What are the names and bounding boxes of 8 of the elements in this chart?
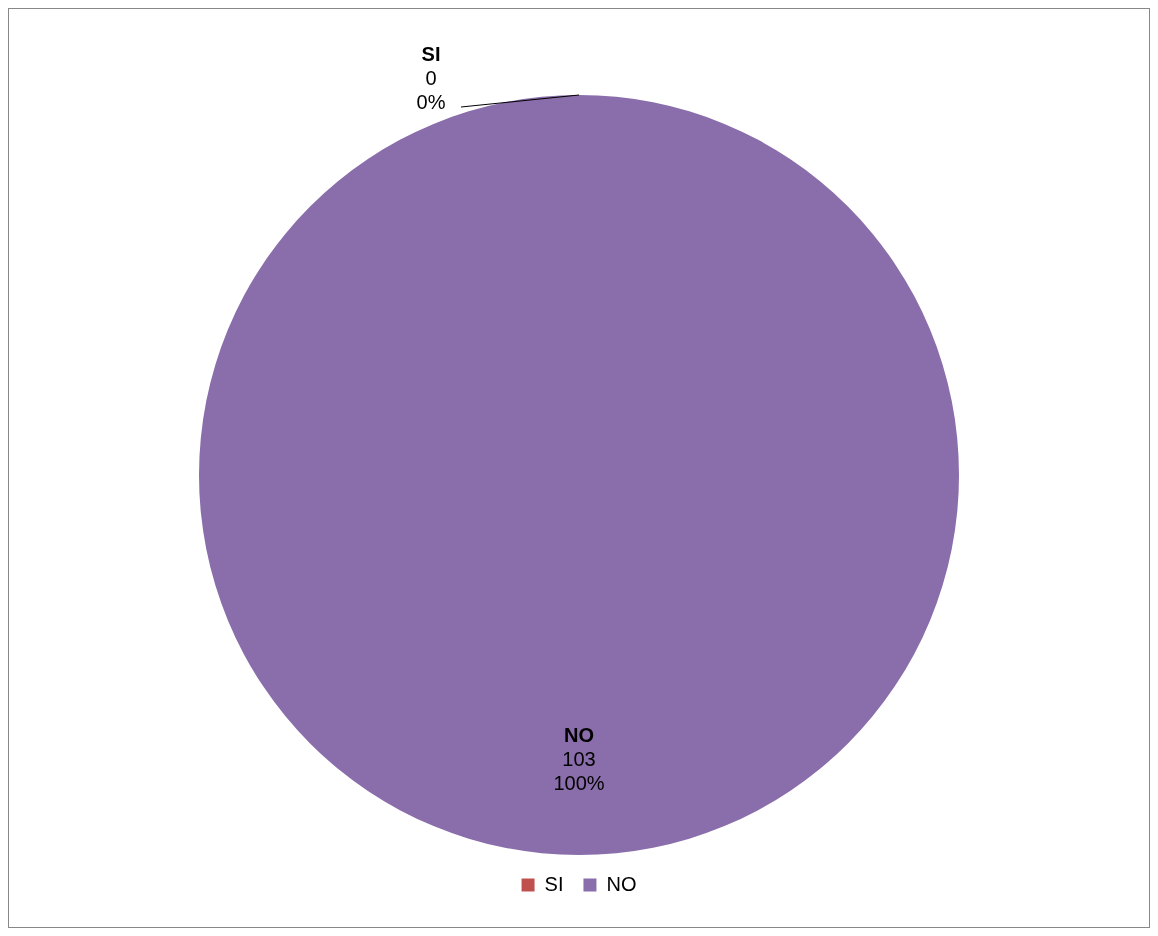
slice-label: NO <box>564 723 594 746</box>
text: 0% <box>416 90 446 113</box>
legend-label: SI <box>544 872 564 895</box>
legend-label: NO <box>606 872 637 895</box>
text: 0 <box>425 66 437 89</box>
data-label: 103 <box>562 747 596 770</box>
category-label: SI <box>421 42 441 65</box>
text: 100% <box>553 771 605 794</box>
